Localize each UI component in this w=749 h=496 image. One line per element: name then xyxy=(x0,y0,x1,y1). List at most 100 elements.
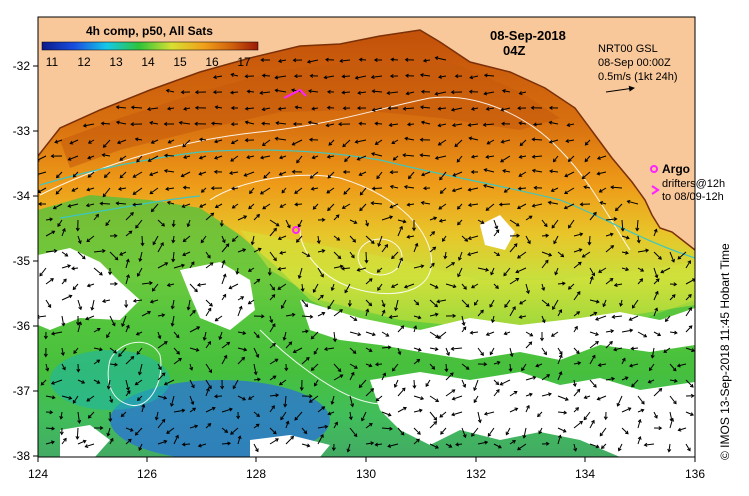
current-arrow xyxy=(221,341,230,349)
current-arrow-head xyxy=(650,354,655,359)
current-arrow-head xyxy=(214,139,218,144)
current-arrow-head xyxy=(368,302,373,307)
current-arrow-head xyxy=(467,203,472,208)
current-arrow-head xyxy=(54,139,59,144)
current-arrow xyxy=(230,427,239,435)
current-arrow-head xyxy=(59,431,64,436)
current-arrow xyxy=(649,363,655,371)
current-arrow-head xyxy=(357,90,362,95)
y-tick-label: -37 xyxy=(13,384,31,398)
current-arrow-head xyxy=(222,273,227,278)
current-arrow xyxy=(541,283,545,291)
current-arrow xyxy=(121,315,127,327)
current-arrow-head xyxy=(640,268,645,272)
current-arrow xyxy=(149,171,159,176)
current-arrow-head xyxy=(365,308,370,313)
current-arrow-head xyxy=(198,137,203,142)
current-arrow-head xyxy=(227,441,232,446)
current-arrow xyxy=(317,425,328,429)
current-arrow xyxy=(328,139,335,146)
current-arrow xyxy=(509,243,518,253)
current-arrow xyxy=(137,267,143,277)
current-arrow-head xyxy=(99,271,103,276)
current-arrow-head xyxy=(335,214,340,219)
current-arrow-head xyxy=(284,367,289,372)
x-tick-label: 132 xyxy=(466,467,486,481)
current-arrow xyxy=(326,187,335,194)
current-arrow xyxy=(125,274,130,285)
current-arrow-head xyxy=(304,303,309,308)
current-arrow xyxy=(423,59,431,62)
current-arrow-head xyxy=(690,412,694,416)
legend-tick-label: 16 xyxy=(205,55,219,69)
current-arrow-head xyxy=(228,285,233,290)
current-arrow-head xyxy=(77,240,82,245)
current-arrow-head xyxy=(465,303,470,308)
current-arrow xyxy=(525,393,533,397)
current-arrow-head xyxy=(485,154,490,159)
current-arrow-head xyxy=(255,423,260,428)
current-arrow xyxy=(105,219,111,226)
current-arrow-head xyxy=(171,223,176,228)
current-arrow xyxy=(248,299,255,305)
current-arrow xyxy=(173,435,179,445)
current-arrow xyxy=(189,347,199,351)
current-arrow xyxy=(333,331,336,342)
current-arrow-head xyxy=(620,227,625,232)
current-arrow-head xyxy=(309,175,314,179)
current-arrow-head xyxy=(504,304,508,308)
current-arrow xyxy=(375,139,383,145)
current-arrow xyxy=(205,262,214,269)
current-arrow-head xyxy=(687,447,691,452)
current-arrow-head xyxy=(406,202,411,207)
current-arrow-head xyxy=(667,448,672,453)
current-arrow-head xyxy=(325,57,329,62)
current-arrow-head xyxy=(391,140,396,144)
current-arrow-head xyxy=(596,156,601,160)
current-arrow-head xyxy=(624,376,629,381)
current-arrow-head xyxy=(627,407,632,411)
current-arrow xyxy=(278,59,287,62)
current-arrow-head xyxy=(262,205,267,210)
current-arrow-head xyxy=(247,300,252,305)
current-arrow xyxy=(317,406,325,413)
current-arrow-head xyxy=(256,377,261,382)
current-arrow xyxy=(135,427,143,436)
current-arrow xyxy=(359,123,367,125)
current-arrow xyxy=(663,347,671,353)
current-arrow xyxy=(237,347,247,351)
current-arrow xyxy=(157,395,167,399)
current-arrow-head xyxy=(260,155,264,160)
current-arrow-head xyxy=(308,399,313,403)
current-arrow xyxy=(605,378,615,381)
current-arrow xyxy=(371,75,383,78)
current-arrow-head xyxy=(452,284,457,289)
current-arrow-head xyxy=(295,239,300,243)
current-arrow xyxy=(525,283,530,294)
current-arrow xyxy=(91,299,95,311)
current-arrow-head xyxy=(339,309,343,313)
current-arrow-head xyxy=(186,306,191,311)
current-arrow xyxy=(55,187,63,195)
current-arrow-head xyxy=(261,121,265,126)
current-arrow xyxy=(677,363,687,367)
current-arrow xyxy=(269,228,277,237)
current-arrow-head xyxy=(61,322,66,327)
current-arrow-head xyxy=(62,366,66,371)
current-arrow xyxy=(262,122,271,125)
current-arrow-head xyxy=(306,59,311,64)
current-arrow xyxy=(253,331,260,338)
current-arrow xyxy=(167,283,175,286)
current-arrow-head xyxy=(489,304,493,308)
current-arrow xyxy=(611,186,623,189)
current-arrow xyxy=(45,230,55,237)
current-arrow xyxy=(359,59,367,61)
current-arrow xyxy=(429,263,435,269)
current-arrow-head xyxy=(100,121,105,126)
current-arrow xyxy=(519,91,527,95)
current-arrow xyxy=(249,187,255,194)
current-arrow-head xyxy=(483,73,488,78)
current-arrow xyxy=(477,309,484,317)
current-arrow-head xyxy=(324,424,329,429)
current-arrow xyxy=(371,202,383,205)
